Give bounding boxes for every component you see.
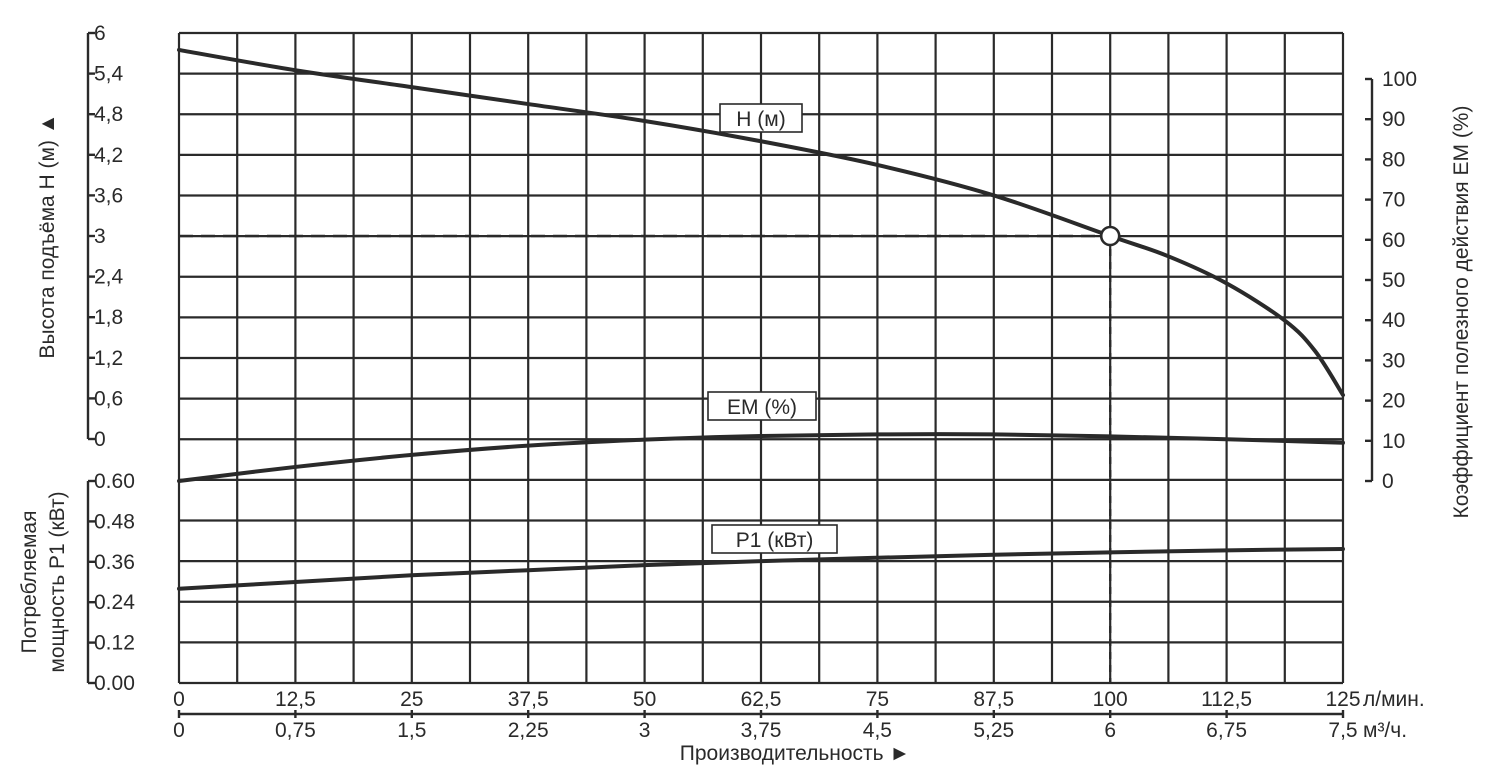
y-axis-title-power-line1: Потребляемая: [18, 511, 41, 654]
tick-label-flow-m3h: 0,75: [275, 719, 316, 742]
operating-point-marker: [1099, 225, 1121, 247]
left-axes: 0 0,6 1,2 1,8 2,4 3 3,6 4,2 4,8 5,4 6 0.00 0.12 0.24 0…: [86, 22, 135, 695]
curve-label: H (м): [736, 108, 785, 131]
tick-label-head: 3,6: [94, 184, 123, 207]
tick-label-flow-m3h: 4,5: [863, 719, 892, 742]
tick-label-efficiency: 60: [1382, 229, 1405, 252]
tick-label-power: 0.48: [94, 510, 135, 533]
tick-label-flow-lpm: 112,5: [1201, 688, 1252, 711]
y-axis-title-head: Высота подъёма H (м) ▲: [36, 113, 59, 358]
tick-label-efficiency: 20: [1382, 390, 1405, 413]
x-axes: 0 0 12,5 0,75 25 1,5 37,5 2,25 50 3 62,5 3,75 75 4,5 8…: [173, 688, 1425, 742]
tick-label-power: 0.00: [94, 672, 135, 695]
tick-label-flow-lpm: 25: [400, 688, 423, 711]
tick-label-flow-m3h: 2,25: [508, 719, 549, 742]
efficiency-curve: [177, 432, 1345, 483]
tick-label-flow-lpm: 87,5: [973, 688, 1014, 711]
tick-label-flow-m3h: 1,5: [397, 719, 426, 742]
tick-label-head: 0,6: [94, 387, 123, 410]
tick-label-efficiency: 100: [1382, 68, 1417, 91]
tick-label-power: 0.12: [94, 632, 135, 655]
tick-label-head: 1,2: [94, 347, 123, 370]
tick-label-head: 1,8: [94, 306, 123, 329]
curves: [177, 47, 1345, 591]
tick-label-flow-m3h: 7,5: [1328, 719, 1357, 742]
tick-label-power: 0.24: [94, 591, 135, 614]
head-curve: [177, 47, 1345, 398]
y-axis-title-power-line2: мощность P1 (кВт): [46, 491, 69, 672]
y-axis-title-efficiency: Коэффициент полезного действия EM (%): [1450, 106, 1473, 519]
right-axis-efficiency: 0 10 20 30 40 50 60 70 80 90 100: [1365, 68, 1417, 493]
tick-label-efficiency: 80: [1382, 148, 1405, 171]
tick-label-flow-lpm: 0: [173, 688, 185, 711]
tick-label-efficiency: 50: [1382, 269, 1405, 292]
tick-label-efficiency: 70: [1382, 189, 1405, 212]
x-axis-unit-lpm: л/мин.: [1363, 688, 1425, 711]
curve-label-box: [711, 524, 838, 554]
tick-label-flow-m3h: 6: [1104, 719, 1116, 742]
tick-label-efficiency: 40: [1382, 309, 1405, 332]
curve-label: P1 (кВт): [736, 529, 814, 552]
tick-label-head: 5,4: [94, 63, 124, 86]
tick-label-flow-m3h: 0: [173, 719, 185, 742]
tick-label-flow-lpm: 62,5: [741, 688, 782, 711]
tick-label-power: 0.60: [94, 470, 135, 493]
operating-point-guides: [179, 234, 1112, 683]
tick-label-head: 2,4: [94, 266, 124, 289]
tick-label-flow-m3h: 5,25: [973, 719, 1014, 742]
curve-label: EM (%): [727, 396, 797, 419]
tick-label-head: 4,8: [94, 103, 123, 126]
tick-label-efficiency: 0: [1382, 470, 1394, 493]
x-axis-title: Производительность ►: [680, 742, 910, 765]
tick-label-flow-lpm: 37,5: [508, 688, 549, 711]
power-curve: [177, 547, 1345, 591]
tick-label-efficiency: 10: [1382, 430, 1405, 453]
tick-label-head: 3: [94, 225, 106, 248]
tick-label-head: 6: [94, 22, 106, 45]
tick-label-flow-m3h: 6,75: [1206, 719, 1247, 742]
tick-label-flow-lpm: 12,5: [275, 688, 316, 711]
tick-label-power: 0.36: [94, 551, 135, 574]
tick-label-flow-lpm: 50: [633, 688, 656, 711]
tick-label-flow-lpm: 125: [1325, 688, 1360, 711]
tick-label-efficiency: 30: [1382, 349, 1405, 372]
tick-label-flow-m3h: 3,75: [741, 719, 782, 742]
tick-label-flow-m3h: 3: [639, 719, 651, 742]
tick-label-flow-lpm: 100: [1093, 688, 1128, 711]
curve-label-box: [707, 391, 817, 421]
curve-label-box: [719, 103, 803, 133]
tick-label-flow-lpm: 75: [866, 688, 889, 711]
tick-label-head: 4,2: [94, 144, 123, 167]
tick-label-efficiency: 90: [1382, 108, 1405, 131]
operating-point-circle-icon: [1099, 225, 1121, 247]
tick-label-head: 0: [94, 428, 106, 451]
x-axis-unit-m3h: м³/ч.: [1363, 719, 1407, 742]
curve-labels: H (м) EM (%) P1 (кВт): [707, 103, 838, 554]
